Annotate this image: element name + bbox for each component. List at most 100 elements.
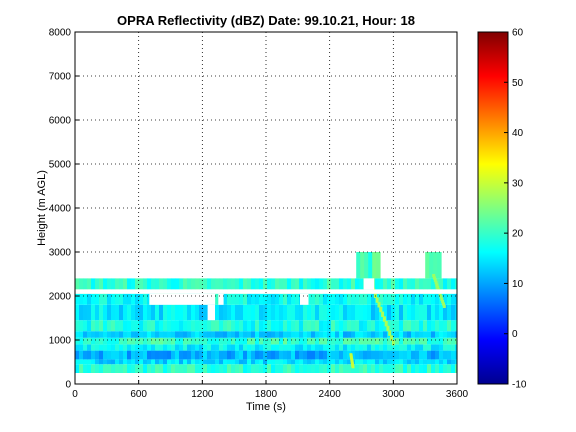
heatmap-cell <box>383 344 388 351</box>
colorbar-tick-label: 40 <box>512 128 524 139</box>
heatmap-cell <box>379 320 384 332</box>
heatmap-cell <box>443 331 448 338</box>
heatmap-cell <box>127 293 132 305</box>
heatmap-cell <box>115 344 120 351</box>
x-tick-label: 2400 <box>319 389 342 400</box>
colorbar-tick-label: 50 <box>512 78 524 89</box>
heatmap-cell <box>391 320 396 332</box>
heatmap-cell <box>147 364 152 373</box>
heatmap-cell <box>407 337 412 345</box>
heatmap-cell <box>155 304 160 321</box>
heatmap-cell <box>103 293 108 305</box>
heatmap-cell <box>335 320 340 332</box>
colorbar <box>477 31 509 385</box>
heatmap-cell <box>423 359 428 365</box>
heatmap-cell <box>355 278 360 290</box>
heatmap-cell <box>103 350 108 360</box>
heatmap-cell <box>283 344 288 351</box>
heatmap-cell <box>155 320 160 332</box>
heatmap-cell <box>123 364 128 373</box>
heatmap-cell <box>175 304 180 321</box>
heatmap-cell <box>187 278 192 290</box>
heatmap-cell <box>443 350 448 360</box>
heatmap-cell <box>399 304 404 321</box>
heatmap-cell <box>95 364 100 373</box>
heatmap-cell <box>147 331 152 338</box>
heatmap-cell <box>335 344 340 351</box>
heatmap-cell <box>99 359 104 365</box>
heatmap-cell <box>263 278 268 290</box>
heatmap-cell <box>347 320 352 332</box>
heatmap-cell <box>203 320 208 332</box>
heatmap-cell <box>447 344 452 351</box>
heatmap-cell <box>279 320 284 332</box>
heatmap-cell <box>451 337 456 345</box>
heatmap-cell <box>263 337 268 345</box>
heatmap-cell <box>387 320 392 332</box>
heatmap-cell <box>111 331 116 338</box>
heatmap-cell <box>143 331 148 338</box>
heatmap-cell <box>415 320 420 332</box>
heatmap-cell <box>199 359 204 365</box>
heatmap-cell <box>99 293 104 305</box>
heatmap-cell <box>319 320 324 332</box>
heatmap-cell <box>231 359 236 365</box>
heatmap-cell <box>335 331 340 338</box>
colorbar-tick-label: 0 <box>512 329 518 340</box>
heatmap-cell <box>351 364 355 367</box>
heatmap-cell <box>267 331 272 338</box>
y-tick-label: 2000 <box>49 292 72 303</box>
heatmap-cell <box>311 344 316 351</box>
heatmap-cell <box>349 355 353 358</box>
heatmap-cell <box>351 320 356 332</box>
heatmap-cell <box>259 320 264 332</box>
heatmap-cell <box>295 350 300 360</box>
heatmap-cell <box>75 293 80 305</box>
heatmap-cell <box>319 293 324 305</box>
heatmap-cell <box>131 364 136 373</box>
heatmap-cell <box>103 364 108 373</box>
heatmap-cell <box>139 331 144 338</box>
heatmap-cell <box>364 252 369 279</box>
heatmap-cell <box>271 304 276 321</box>
y-tick-label: 5000 <box>49 160 72 171</box>
heatmap-cell <box>187 364 192 373</box>
heatmap-cell <box>203 344 208 351</box>
heatmap-cell <box>271 331 276 338</box>
heatmap-cell <box>183 320 188 332</box>
heatmap-cell <box>151 344 156 351</box>
heatmap-cell <box>295 344 300 351</box>
heatmap-cell <box>87 337 92 345</box>
heatmap-cell <box>447 320 452 332</box>
heatmap-cell <box>391 350 396 360</box>
heatmap-cell <box>215 304 220 321</box>
heatmap-cell <box>435 331 440 338</box>
heatmap-cell <box>411 359 416 365</box>
heatmap-cell <box>367 344 372 351</box>
heatmap-cell <box>171 304 176 321</box>
heatmap-cell <box>443 320 448 332</box>
heatmap-cell <box>307 344 312 351</box>
heatmap-cell <box>423 331 428 338</box>
heatmap-cell <box>351 366 355 369</box>
heatmap-cell <box>255 320 260 332</box>
heatmap-cell <box>349 356 353 359</box>
heatmap-cell <box>279 278 284 290</box>
heatmap-cell <box>427 331 432 338</box>
heatmap-cell <box>151 364 156 373</box>
heatmap-cell <box>271 359 276 365</box>
heatmap-cell <box>219 350 224 360</box>
heatmap-cell <box>291 278 296 290</box>
heatmap-cell <box>363 359 368 365</box>
heatmap-cell <box>99 337 104 345</box>
heatmap-cell <box>351 344 356 351</box>
heatmap-cell <box>171 344 176 351</box>
heatmap-cell <box>287 304 292 321</box>
heatmap-cell <box>255 350 260 360</box>
heatmap-cell <box>383 337 388 345</box>
heatmap-cell <box>107 350 112 360</box>
heatmap-cell <box>175 344 180 351</box>
heatmap-cell <box>83 344 88 351</box>
heatmap-cell <box>195 304 200 321</box>
heatmap-cell <box>255 337 260 345</box>
